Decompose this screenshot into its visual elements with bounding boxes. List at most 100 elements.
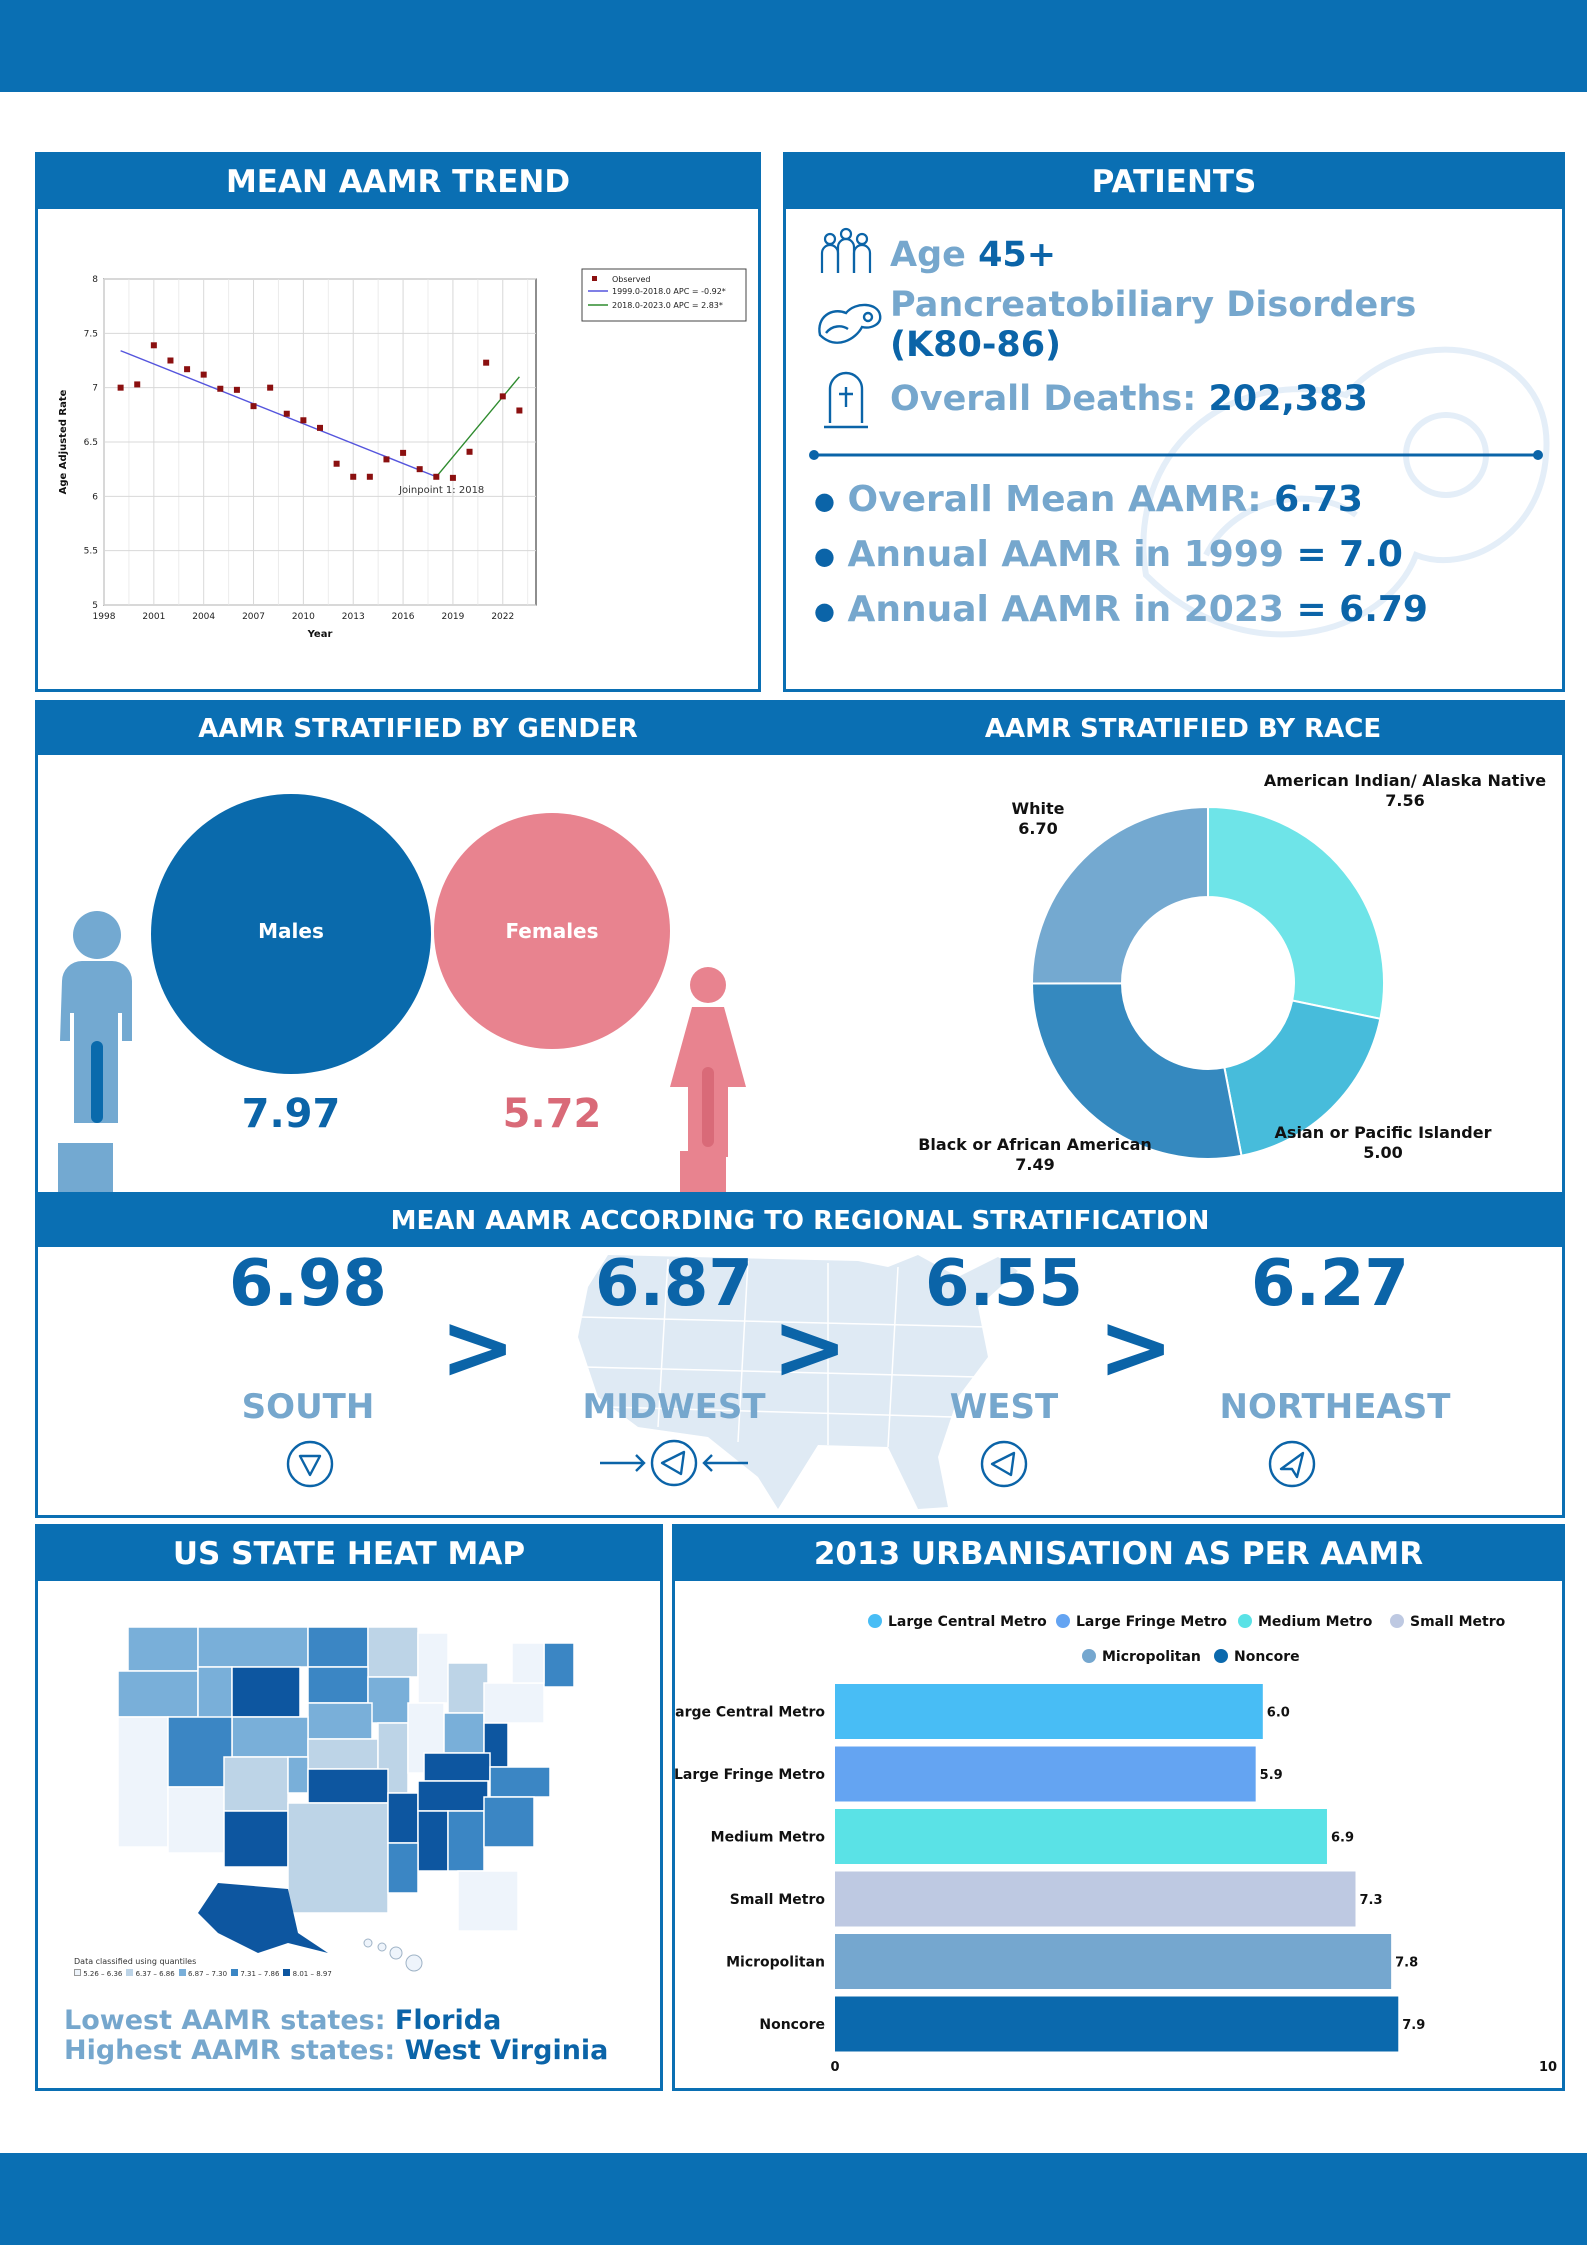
urban-bar-5 [835,1996,1399,2052]
stratification-header [38,703,1562,755]
legend-item-5: 8.01 – 8.97 [283,1969,332,1978]
trend-legend-label-1: 1999.0-2018.0 APC = -0.92* [612,287,726,296]
urban-legend-marker-4 [1082,1649,1096,1663]
females-label: Females [505,919,599,943]
urban-x-tick-0: 0 [830,2060,839,2075]
urban-legend-label-1: Large Fringe Metro [1076,1614,1227,1630]
trend-y-tick-4: 7 [92,384,98,394]
trend-point-2000 [134,381,141,388]
race-slice-0 [1207,805,1385,1020]
urban-value-2: 6.9 [1331,1831,1354,1846]
legend-item-1: 5.26 – 6.36 [74,1969,122,1978]
urban-category-0: Large Central Metro [675,1705,825,1721]
stratification-panel: AAMR STRATIFIED BY GENDER AAMR STRATIFIE… [35,700,1565,1198]
deaths-line: Overall Deaths: 202,383 [890,379,1368,419]
trend-point-2015 [383,456,390,463]
trend-x-tick-6: 2016 [392,612,415,622]
female-figure-icon [670,967,746,1195]
trend-point-2006 [233,386,240,393]
trend-point-2012 [333,460,340,467]
urban-legend-label-0: Large Central Metro [888,1614,1047,1630]
urban-legend-label-5: Noncore [1234,1649,1300,1665]
trend-legend-observed-marker [592,276,597,281]
urban-value-3: 7.3 [1359,1893,1382,1908]
trend-point-1999 [117,384,124,391]
trend-point-2022 [499,393,506,400]
race-title: AAMR STRATIFIED BY RACE [984,714,1382,744]
urban-legend-marker-2 [1238,1614,1252,1628]
west-value: 6.55 [925,1247,1083,1321]
urban-legend-marker-5 [1214,1649,1228,1663]
male-figure-icon [58,911,132,1195]
trend-y-tick-5: 7.5 [84,329,98,339]
trend-x-tick-1: 2001 [142,612,165,622]
trend-x-tick-5: 2013 [342,612,365,622]
northeast-arrow-icon [1268,1440,1316,1488]
pancreas-icon [818,303,882,344]
trend-point-2017 [416,466,423,473]
trend-x-tick-2: 2004 [192,612,215,622]
west-arrow-icon [980,1440,1028,1488]
midwest-value: 6.87 [595,1247,753,1321]
trend-joinpoint-annotation: Joinpoint 1: 2018 [398,485,484,496]
urban-category-4: Micropolitan [726,1955,825,1971]
males-label: Males [258,919,324,943]
trend-fit-line-1 [120,350,437,478]
urban-value-0: 6.0 [1267,1706,1290,1721]
separator-2: > [772,1295,848,1400]
urban-category-2: Medium Metro [711,1830,826,1846]
urban-category-5: Noncore [759,2017,825,2033]
trend-title: MEAN AAMR TREND [38,155,758,209]
urban-value-1: 5.9 [1260,1768,1283,1783]
age-value: 45+ [978,235,1057,275]
males-circle [151,794,431,1074]
gender-title: AAMR STRATIFIED BY GENDER [198,714,638,744]
females-value: 5.72 [502,1091,602,1137]
trend-point-2009 [283,410,290,417]
trend-y-label: Age Adjusted Rate [58,389,69,494]
heatmap-panel: US STATE HEAT MAP [35,1524,663,2091]
trend-x-tick-7: 2019 [441,612,464,622]
urban-panel: 2013 URBANISATION AS PER AAMR Large Cent… [672,1524,1565,2091]
trend-panel: MEAN AAMR TREND 1998 2001 2004 2007 2010 2013… [35,152,761,692]
bullet-1999: ● Annual AAMR in 1999 = 7.0 [814,534,1403,575]
trend-point-2010 [300,417,307,424]
urban-title: 2013 URBANISATION AS PER AAMR [675,1527,1562,1581]
legend-item-2: 6.37 – 6.86 [126,1969,175,1978]
heatmap-legend-title: Data classified using quantiles [74,1957,197,1966]
race-label-api: Asian or Pacific Islander 5.00 [1274,1123,1492,1162]
trend-x-tick-4: 2010 [292,612,315,622]
regional-panel: MEAN AAMR ACCORDING TO REGIONAL STRATIFI… [35,1192,1565,1518]
race-label-aian: American Indian/ Alaska Native 7.56 [1263,771,1547,810]
bullet-2023: ● Annual AAMR in 2023 = 6.79 [814,589,1428,630]
legend-item-3: 6.87 – 7.30 [178,1969,227,1978]
race-label-white: White 6.70 [1011,799,1065,838]
trend-chart: 1998 2001 2004 2007 2010 2013 2016 2019 2022 5 5.5… [58,268,747,640]
regional-title: MEAN AAMR ACCORDING TO REGIONAL STRATIFI… [38,1195,1562,1247]
deaths-value: 202,383 [1208,379,1368,419]
urban-legend-marker-3 [1390,1614,1404,1628]
trend-x-tick-3: 2007 [242,612,265,622]
urban-x-tick-1: 10 [1539,2060,1557,2075]
us-map-watermark [578,1255,1018,1509]
race-donut-chart [1030,805,1385,1160]
trend-x-label: Year [307,629,333,640]
bullet-overall: ● Overall Mean AAMR: 6.73 [814,479,1363,520]
northeast-name: NORTHEAST [1219,1387,1451,1427]
trend-point-2008 [267,384,274,391]
trend-point-2020 [466,448,473,455]
urban-legend-marker-1 [1056,1614,1070,1628]
trend-y-tick-6: 8 [92,275,98,285]
alaska-hawaii-map [198,1883,423,1972]
age-line: Age 45+ [890,235,1056,275]
south-name: SOUTH [241,1387,375,1427]
gravestone-icon [824,371,868,429]
urban-legend-label-3: Small Metro [1410,1614,1506,1630]
heatmap-legend: 5.26 – 6.36 6.37 – 6.86 6.87 – 7.30 7.31… [74,1969,332,1978]
northeast-value: 6.27 [1251,1247,1409,1321]
bottom-banner [0,2153,1587,2245]
south-value: 6.98 [229,1247,387,1321]
deaths-label: Overall Deaths: [890,379,1209,419]
legend-item-4: 7.31 – 7.86 [231,1969,279,1978]
urban-bar-0 [835,1684,1263,1739]
